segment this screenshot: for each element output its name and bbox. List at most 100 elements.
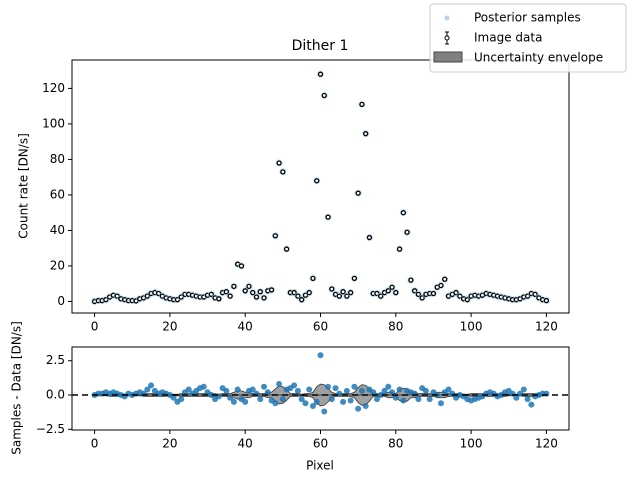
data-point xyxy=(291,289,297,296)
y-tick-label: 40 xyxy=(50,223,65,237)
data-point xyxy=(359,101,365,108)
y-axis-label: Samples - Data [DN/s] xyxy=(10,321,24,455)
chart-title: Dither 1 xyxy=(292,38,349,54)
posterior-sample xyxy=(328,396,335,403)
legend: Posterior samples Image data Uncertainty… xyxy=(429,3,627,73)
posterior-sample xyxy=(355,405,362,412)
data-point xyxy=(216,296,222,302)
data-point xyxy=(280,169,286,175)
data-point xyxy=(306,289,312,296)
data-point xyxy=(363,131,369,137)
posterior-sample xyxy=(291,382,298,389)
data-point xyxy=(283,246,290,252)
y-tick-label: 120 xyxy=(42,81,65,95)
data-point xyxy=(351,275,358,282)
data-point xyxy=(268,287,275,293)
posterior-sample xyxy=(302,400,309,407)
data-point xyxy=(408,277,414,283)
posterior-sample xyxy=(230,398,237,405)
posterior-sample xyxy=(445,386,452,393)
data-point xyxy=(404,229,410,235)
data-point xyxy=(543,297,550,304)
data-point xyxy=(393,289,399,296)
legend-icon xyxy=(433,51,463,63)
data-point xyxy=(321,92,327,99)
posterior-sample xyxy=(321,408,328,415)
data-point xyxy=(208,291,214,298)
data-point xyxy=(389,284,395,290)
x-tick-label: 20 xyxy=(162,320,177,334)
y-tick-label: 2.5 xyxy=(46,353,65,367)
posterior-sample xyxy=(422,387,429,394)
posterior-sample xyxy=(208,392,215,399)
y-tick-label: 60 xyxy=(50,187,65,201)
data-point xyxy=(253,294,260,300)
posterior-sample xyxy=(276,381,283,388)
posterior-sample xyxy=(148,382,155,389)
x-tick-label: 120 xyxy=(535,320,558,334)
posterior-sample xyxy=(528,401,535,408)
data-point xyxy=(299,297,305,303)
posterior-sample xyxy=(317,352,324,359)
data-point xyxy=(238,263,245,269)
posterior-sample xyxy=(306,386,313,393)
posterior-sample xyxy=(242,398,249,405)
posterior-sample xyxy=(385,383,392,390)
data-point xyxy=(246,283,252,290)
data-point xyxy=(347,289,354,296)
posterior-sample xyxy=(389,389,396,396)
y-tick-label: −2.5 xyxy=(36,422,65,436)
x-tick-label: 100 xyxy=(460,437,483,451)
posterior-sample xyxy=(234,386,241,393)
posterior-sample xyxy=(513,394,520,401)
data-point xyxy=(419,295,425,301)
data-point xyxy=(314,178,320,184)
posterior-sample xyxy=(351,383,358,390)
x-tick-label: 60 xyxy=(313,320,328,334)
legend-icon xyxy=(444,15,450,21)
y-tick-label: 80 xyxy=(50,152,65,166)
posterior-sample xyxy=(257,396,264,403)
x-tick-label: 20 xyxy=(162,437,177,451)
data-point xyxy=(400,210,406,216)
posterior-sample xyxy=(426,396,433,403)
legend-icon xyxy=(444,35,450,41)
posterior-sample xyxy=(415,396,422,403)
posterior-sample xyxy=(223,387,230,394)
posterior-sample xyxy=(200,383,207,390)
y-tick-label: 0 xyxy=(57,294,65,308)
posterior-sample xyxy=(343,387,350,394)
data-point xyxy=(411,288,418,294)
posterior-sample xyxy=(298,396,305,403)
legend-label: Uncertainty envelope xyxy=(474,51,603,65)
y-tick-label: 20 xyxy=(50,258,65,272)
data-point xyxy=(250,289,256,296)
posterior-sample xyxy=(170,394,177,401)
posterior-sample xyxy=(358,387,365,394)
posterior-sample xyxy=(437,400,444,407)
posterior-sample xyxy=(373,396,380,403)
data-point xyxy=(385,288,391,294)
data-point xyxy=(317,71,324,77)
data-point xyxy=(223,289,230,295)
posterior-sample xyxy=(185,386,192,393)
posterior-sample xyxy=(517,390,524,397)
y-tick-label: 0.0 xyxy=(46,388,65,402)
posterior-sample xyxy=(392,394,399,401)
x-axis-label: Pixel xyxy=(306,459,334,473)
posterior-sample xyxy=(400,397,407,404)
posterior-sample xyxy=(227,394,234,401)
data-point xyxy=(257,289,263,295)
x-tick-label: 60 xyxy=(313,437,328,451)
posterior-sample xyxy=(272,400,279,407)
posterior-sample xyxy=(332,385,339,392)
data-point xyxy=(355,190,361,196)
y-tick-label: 100 xyxy=(42,116,65,130)
posterior-sample xyxy=(362,402,369,409)
posterior-sample xyxy=(370,389,377,396)
x-tick-label: 80 xyxy=(388,437,403,451)
data-point xyxy=(430,290,437,297)
x-tick-label: 120 xyxy=(535,437,558,451)
posterior-sample xyxy=(249,386,256,393)
plot-area xyxy=(71,59,570,314)
